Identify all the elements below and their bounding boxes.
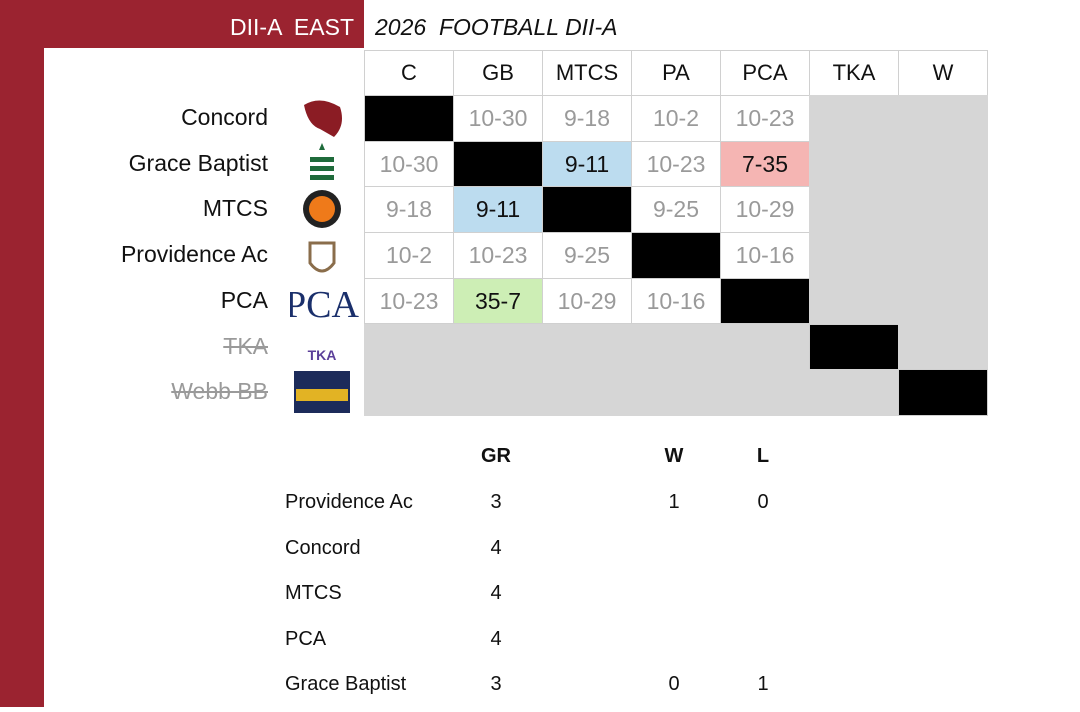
subtitle: 2026 FOOTBALL DII-A	[375, 14, 618, 40]
standings-value: 4	[490, 627, 502, 650]
score-cell	[453, 323, 543, 371]
logo-webb-band	[296, 389, 348, 401]
score-cell	[898, 95, 988, 142]
diagonal-cell	[720, 277, 810, 325]
score-cell	[898, 323, 988, 371]
score-cell: 35-7	[453, 277, 543, 325]
standings-value: 0	[757, 491, 769, 513]
column-header: PA	[631, 50, 721, 96]
standings-name: MTCS	[285, 582, 342, 604]
score-cell	[720, 369, 810, 416]
column-header: W	[898, 50, 988, 96]
standings-name: Providence Ac	[285, 491, 413, 513]
standings-name: Concord	[285, 536, 361, 559]
diagonal-cell	[809, 323, 899, 371]
logo-pca: PCA	[290, 284, 360, 326]
score-cell: 10-16	[631, 277, 721, 325]
standings-value: 3	[490, 673, 502, 695]
column-header: GB	[453, 50, 543, 96]
standings-name: PCA	[285, 627, 327, 650]
standings-header: GR	[481, 445, 511, 467]
score-cell	[364, 323, 454, 371]
score-cell: 10-23	[453, 232, 543, 279]
score-cell: 9-11	[453, 186, 543, 234]
score-cell	[453, 369, 543, 416]
score-cell: 7-35	[720, 140, 810, 188]
standings-header: W	[664, 445, 684, 467]
diagonal-cell	[542, 186, 632, 234]
score-cell: 9-25	[631, 186, 721, 234]
logos: PCA TKA	[290, 100, 360, 413]
score-cell: 10-2	[364, 232, 454, 279]
score-cell: 9-11	[542, 140, 632, 188]
score-cell: 10-30	[364, 140, 454, 188]
column-header: PCA	[720, 50, 810, 96]
score-cell	[809, 186, 899, 234]
score-cell	[809, 95, 899, 142]
column-header: MTCS	[542, 50, 632, 96]
score-cell	[809, 277, 899, 325]
row-label: PCA	[220, 286, 268, 313]
logo-mtcs-inner	[309, 196, 335, 222]
score-cell	[720, 323, 810, 371]
row-label: MTCS	[202, 195, 268, 222]
score-cell	[631, 369, 721, 416]
standings-header: L	[756, 445, 770, 467]
score-cell	[631, 323, 721, 371]
logo-tka: TKA	[308, 347, 337, 363]
score-cell: 10-23	[631, 140, 721, 188]
score-cell: 9-25	[542, 232, 632, 279]
score-cell: 10-23	[720, 95, 810, 142]
row-label: Grace Baptist	[128, 149, 268, 176]
score-cell	[809, 369, 899, 416]
row-label: Concord	[181, 104, 268, 130]
title: DII-A EAST	[230, 14, 354, 40]
score-cell	[809, 232, 899, 279]
row-label: Webb BB	[171, 378, 268, 405]
score-cell: 10-29	[720, 186, 810, 234]
diagonal-cell	[453, 140, 543, 188]
score-cell	[542, 369, 632, 416]
score-cell: 10-16	[720, 232, 810, 279]
logo-grace	[310, 143, 334, 180]
diagonal-cell	[898, 369, 988, 416]
score-cell	[898, 277, 988, 325]
score-cell: 10-29	[542, 277, 632, 325]
standings-value: 0	[668, 673, 680, 695]
standings-value: 1	[757, 673, 769, 695]
standings-value: 4	[490, 582, 502, 604]
score-cell	[542, 323, 632, 371]
score-cell	[898, 232, 988, 279]
row-label: Providence Ac	[120, 241, 268, 268]
standings-value: 3	[490, 491, 502, 513]
score-cell: 9-18	[364, 186, 454, 234]
diagonal-cell	[364, 95, 454, 142]
standings-name: Grace Baptist	[285, 673, 407, 695]
score-cell: 10-30	[453, 95, 543, 142]
column-header: C	[364, 50, 454, 96]
logo-concord	[304, 100, 342, 137]
standings-value: 4	[490, 536, 502, 559]
score-cell	[809, 140, 899, 188]
score-cell: 10-23	[364, 277, 454, 325]
score-cell	[898, 186, 988, 234]
standings-value: 1	[668, 491, 680, 513]
diagonal-cell	[631, 232, 721, 279]
side-band	[0, 0, 44, 707]
score-cell: 9-18	[542, 95, 632, 142]
column-header: TKA	[809, 50, 899, 96]
logo-providence	[308, 241, 336, 273]
score-cell	[898, 140, 988, 188]
title-band	[0, 0, 364, 48]
row-label: TKA	[223, 332, 268, 359]
score-cell: 10-2	[631, 95, 721, 142]
score-cell	[364, 369, 454, 416]
